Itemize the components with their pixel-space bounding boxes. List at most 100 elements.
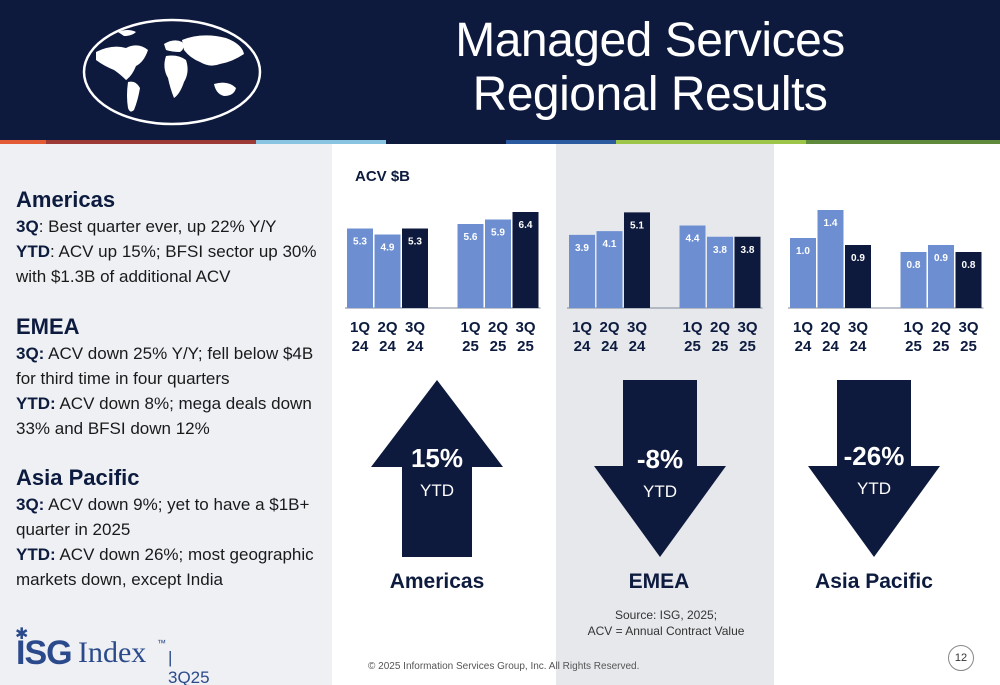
bar-americas-3	[457, 224, 484, 308]
category-label-year: 24	[629, 338, 646, 355]
bar-value-label: 5.9	[491, 228, 505, 239]
category-label-year: 25	[933, 338, 950, 355]
category-label-year: 25	[739, 338, 756, 355]
bar-emea-0	[569, 234, 595, 308]
bar-asia-pacific-3	[900, 252, 927, 308]
chart-axis-title: ACV $B	[355, 168, 411, 185]
category-label-year: 24	[850, 338, 867, 355]
ytd-label: YTD	[857, 479, 891, 498]
category-label-year: 25	[490, 338, 507, 355]
category-label-quarter: 1Q	[682, 319, 702, 336]
bar-asia-pacific-4	[928, 245, 954, 308]
stripe-segment	[386, 140, 506, 144]
bar-value-label: 3.8	[741, 245, 755, 256]
bar-value-label: 0.9	[851, 253, 865, 264]
category-label-year: 24	[795, 338, 812, 355]
category-label-year: 24	[352, 338, 369, 355]
category-label-quarter: 1Q	[572, 319, 592, 336]
world-map-globe-icon	[82, 18, 262, 126]
text-ytd: ACV down 8%; mega deals down 33% and BFS…	[16, 394, 312, 438]
emea-label: EMEA	[628, 570, 690, 593]
text-3q: : Best quarter ever, up 22% Y/Y	[38, 217, 277, 236]
category-label-quarter: 2Q	[488, 319, 508, 336]
bar-asia-pacific-0	[790, 238, 816, 308]
category-label-year: 24	[379, 338, 396, 355]
category-label-year: 25	[462, 338, 479, 355]
category-label-quarter: 3Q	[737, 319, 757, 336]
americas-summary: Americas 3Q: Best quarter ever, up 22% Y…	[16, 186, 326, 289]
category-label-year: 24	[574, 338, 591, 355]
copyright: © 2025 Information Services Group, Inc. …	[368, 661, 640, 672]
category-label-year: 25	[905, 338, 922, 355]
bar-americas-2	[402, 228, 428, 308]
bar-americas-5	[512, 212, 539, 308]
text-3q: ACV down 9%; yet to have a $1B+ quarter …	[16, 495, 310, 539]
category-label-quarter: 1Q	[793, 319, 813, 336]
bar-value-label: 4.4	[686, 234, 700, 245]
category-label-quarter: 3Q	[848, 319, 868, 336]
text-ytd: ACV down 26%; most geographic markets do…	[16, 545, 314, 589]
bar-value-label: 5.1	[630, 220, 644, 231]
bar-value-label: 4.9	[381, 243, 395, 254]
label-ytd: YTD:	[16, 545, 56, 564]
bar-asia-pacific-5	[955, 252, 982, 308]
bar-americas-4	[485, 219, 511, 308]
bar-value-label: 0.8	[962, 260, 976, 271]
bar-emea-2	[624, 212, 650, 308]
source-note: Source: ISG, 2025; ACV = Annual Contract…	[566, 607, 766, 639]
text-3q: ACV down 25% Y/Y; fell below $4B for thi…	[16, 344, 314, 388]
bar-americas-1	[374, 234, 401, 308]
ytd-arrow-down-icon	[594, 380, 726, 557]
ytd-label: YTD	[643, 482, 677, 501]
category-label-year: 24	[407, 338, 424, 355]
stripe-segment	[616, 140, 806, 144]
bar-value-label: 5.3	[408, 237, 422, 248]
emea-heading: EMEA	[16, 314, 80, 339]
category-label-quarter: 2Q	[931, 319, 951, 336]
emea-3q: 3Q: ACV down 25% Y/Y; fell below $4B for…	[16, 341, 326, 391]
ytd-label: YTD	[420, 481, 454, 500]
summary-panel	[0, 144, 332, 685]
category-label-quarter: 3Q	[405, 319, 425, 336]
category-label-quarter: 2Q	[820, 319, 840, 336]
bar-value-label: 5.3	[353, 237, 367, 248]
source-line-1: Source: ISG, 2025;	[614, 608, 718, 622]
emea-ytd: YTD: ACV down 8%; mega deals down 33% an…	[16, 391, 326, 441]
ytd-arrow-down-icon	[808, 380, 940, 557]
bar-emea-1	[596, 231, 623, 308]
category-label-quarter: 3Q	[958, 319, 978, 336]
category-label-quarter: 2Q	[377, 319, 397, 336]
category-label-quarter: 3Q	[627, 319, 647, 336]
bar-value-label: 1.4	[824, 218, 838, 229]
apac-heading: Asia Pacific	[16, 465, 140, 490]
americas-heading: Americas	[16, 187, 116, 212]
label-3q: 3Q	[16, 217, 39, 236]
stripe-segment	[256, 140, 386, 144]
bar-asia-pacific-2	[845, 245, 871, 308]
americas-ytd: YTD: ACV up 15%; BFSI sector up 30% with…	[16, 239, 326, 289]
category-label-quarter: 1Q	[460, 319, 480, 336]
label-ytd: YTD:	[16, 394, 56, 413]
category-label-year: 25	[684, 338, 701, 355]
page-title: Managed Services Regional Results	[430, 14, 870, 122]
label-3q: 3Q:	[16, 344, 45, 363]
bar-value-label: 5.6	[464, 232, 478, 243]
logo-product: Index	[78, 636, 147, 669]
category-label-year: 24	[601, 338, 618, 355]
title-line-2: Regional Results	[472, 68, 828, 121]
stripe-segment	[806, 140, 1000, 144]
americas-label: Americas	[389, 570, 485, 593]
category-label-quarter: 2Q	[599, 319, 619, 336]
bar-americas-0	[347, 228, 373, 308]
category-label-year: 25	[517, 338, 534, 355]
ytd-change-value: -26%	[844, 441, 905, 471]
category-label-quarter: 1Q	[350, 319, 370, 336]
americas-3q: 3Q: Best quarter ever, up 22% Y/Y	[16, 214, 326, 239]
bar-value-label: 3.9	[575, 243, 589, 254]
bar-value-label: 6.4	[519, 220, 533, 231]
text-ytd: : ACV up 15%; BFSI sector up 30% with $1…	[16, 242, 317, 286]
apac-3q: 3Q: ACV down 9%; yet to have a $1B+ quar…	[16, 492, 326, 542]
bar-value-label: 0.8	[907, 260, 921, 271]
stripe-segment	[0, 140, 46, 144]
